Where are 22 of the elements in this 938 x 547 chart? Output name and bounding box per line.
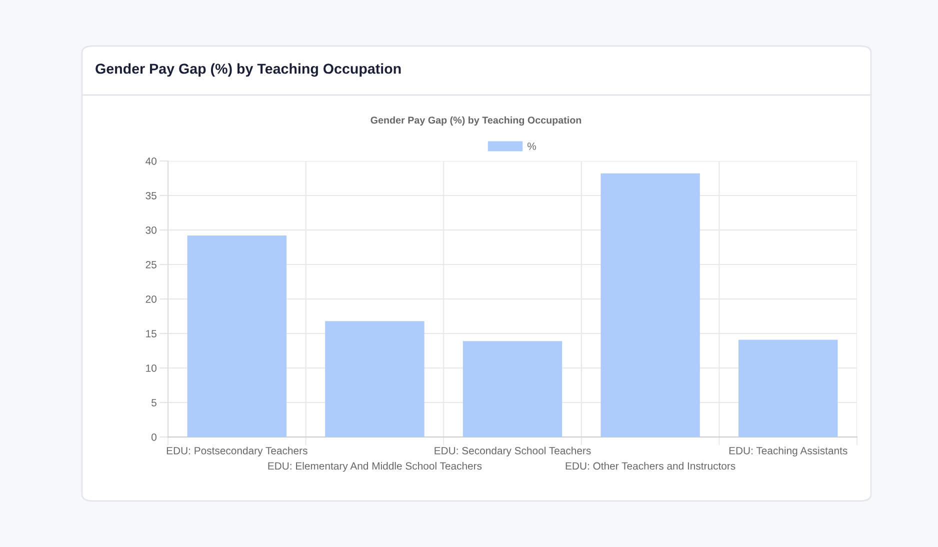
bar: [462, 341, 562, 437]
x-tick-label: EDU: Other Teachers and Instructors: [566, 462, 736, 470]
y-tick-label: 20: [146, 296, 156, 303]
legend-label: %: [528, 142, 536, 150]
x-tick-label: EDU: Teaching Assistants: [729, 446, 848, 456]
y-tick-label: 0: [152, 434, 156, 441]
bar: [187, 236, 287, 437]
y-tick-label: 35: [146, 192, 156, 200]
y-tick-label: 5: [152, 399, 156, 406]
x-tick-label: EDU: Elementary And Middle School Teachers: [268, 462, 482, 472]
chart-title: Gender Pay Gap (%) by Teaching Occupation: [96, 63, 401, 77]
chart-subtitle: Gender Pay Gap (%) by Teaching Occupation: [370, 116, 582, 126]
y-tick-label: 25: [146, 261, 156, 268]
bar: [738, 340, 838, 437]
bar: [325, 321, 424, 437]
y-tick-label: 30: [146, 226, 156, 234]
y-tick-label: 40: [146, 158, 156, 165]
x-tick-label: EDU: Postsecondary Teachers: [166, 446, 308, 456]
x-tick-label: EDU: Secondary School Teachers: [434, 446, 591, 456]
bar: [600, 173, 700, 437]
y-tick-label: 15: [146, 330, 156, 338]
y-tick-label: 10: [146, 364, 156, 372]
